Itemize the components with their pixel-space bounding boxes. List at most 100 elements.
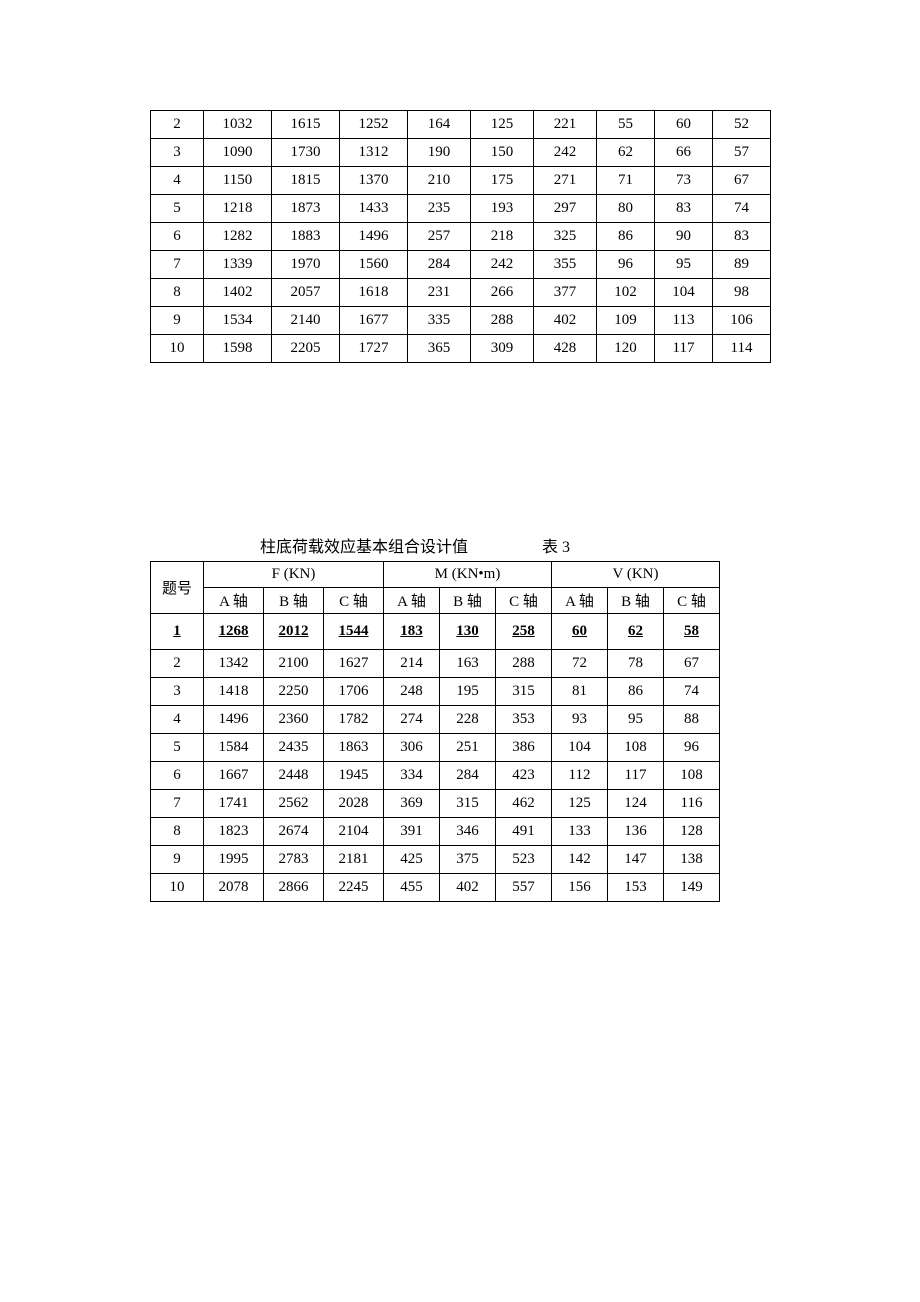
cell: 335 (408, 307, 471, 335)
cell: 1534 (204, 307, 272, 335)
cell: 365 (408, 335, 471, 363)
table-row: 3109017301312190150242626657 (151, 139, 771, 167)
cell: 7 (151, 790, 204, 818)
cell: 130 (440, 614, 496, 650)
cell: 2028 (324, 790, 384, 818)
cell: 90 (655, 223, 713, 251)
table-row: 814022057161823126637710210498 (151, 279, 771, 307)
cell: 125 (471, 111, 534, 139)
table-row: 3141822501706248195315818674 (151, 678, 720, 706)
top-data-table: 2103216151252164125221556052310901730131… (150, 110, 771, 363)
cell: 73 (655, 167, 713, 195)
cell: 3 (151, 678, 204, 706)
cell: 117 (655, 335, 713, 363)
cell: 1995 (204, 846, 264, 874)
cell: 104 (552, 734, 608, 762)
table-row: 1126820121544183130258606258 (151, 614, 720, 650)
cell: 1883 (272, 223, 340, 251)
cell: 1282 (204, 223, 272, 251)
cell: 2100 (264, 650, 324, 678)
cell: 114 (713, 335, 771, 363)
cell: 5 (151, 734, 204, 762)
col-header: A 轴 (552, 588, 608, 614)
cell: 355 (534, 251, 597, 279)
table-row: 9199527832181425375523142147138 (151, 846, 720, 874)
cell: 271 (534, 167, 597, 195)
cell: 58 (664, 614, 720, 650)
table-row: 7174125622028369315462125124116 (151, 790, 720, 818)
cell: 1496 (340, 223, 408, 251)
cell: 86 (597, 223, 655, 251)
cell: 2012 (264, 614, 324, 650)
cell: 98 (713, 279, 771, 307)
cell: 55 (597, 111, 655, 139)
cell: 2205 (272, 335, 340, 363)
cell: 334 (384, 762, 440, 790)
cell: 86 (608, 678, 664, 706)
cell: 1970 (272, 251, 340, 279)
cell: 1342 (204, 650, 264, 678)
table-row: 4149623601782274228353939588 (151, 706, 720, 734)
table-row: 515842435186330625138610410896 (151, 734, 720, 762)
cell: 147 (608, 846, 664, 874)
cell: 81 (552, 678, 608, 706)
cell: 1268 (204, 614, 264, 650)
cell: 2783 (264, 846, 324, 874)
table-row: 6166724481945334284423112117108 (151, 762, 720, 790)
col-header: B 轴 (264, 588, 324, 614)
cell: 2 (151, 111, 204, 139)
cell: 2360 (264, 706, 324, 734)
table-row: 10159822051727365309428120117114 (151, 335, 771, 363)
cell: 1150 (204, 167, 272, 195)
cell: 235 (408, 195, 471, 223)
cell: 78 (608, 650, 664, 678)
cell: 93 (552, 706, 608, 734)
cell: 6 (151, 223, 204, 251)
cell: 163 (440, 650, 496, 678)
cell: 210 (408, 167, 471, 195)
cell: 9 (151, 846, 204, 874)
cell: 62 (608, 614, 664, 650)
cell: 1730 (272, 139, 340, 167)
cell: 1370 (340, 167, 408, 195)
col-header: A 轴 (384, 588, 440, 614)
cell: 164 (408, 111, 471, 139)
cell: 156 (552, 874, 608, 902)
cell: 1 (151, 614, 204, 650)
cell: 112 (552, 762, 608, 790)
cell: 288 (471, 307, 534, 335)
cell: 193 (471, 195, 534, 223)
cell: 2140 (272, 307, 340, 335)
table-row: 6128218831496257218325869083 (151, 223, 771, 251)
cell: 183 (384, 614, 440, 650)
table-row: 2134221001627214163288727867 (151, 650, 720, 678)
cell: 72 (552, 650, 608, 678)
cell: 1598 (204, 335, 272, 363)
cell: 4 (151, 167, 204, 195)
cell: 2866 (264, 874, 324, 902)
col-header: A 轴 (204, 588, 264, 614)
cell: 95 (655, 251, 713, 279)
cell: 2245 (324, 874, 384, 902)
cell: 195 (440, 678, 496, 706)
cell: 74 (713, 195, 771, 223)
cell: 402 (534, 307, 597, 335)
cell: 221 (534, 111, 597, 139)
col-header: B 轴 (608, 588, 664, 614)
cell: 2104 (324, 818, 384, 846)
table-row: 7133919701560284242355969589 (151, 251, 771, 279)
cell: 315 (496, 678, 552, 706)
cell: 1218 (204, 195, 272, 223)
table3: 题号 F (KN) M (KN•m) V (KN) A 轴B 轴C 轴A 轴B … (150, 561, 720, 902)
cell: 80 (597, 195, 655, 223)
table-row: 10207828662245455402557156153149 (151, 874, 720, 902)
cell: 9 (151, 307, 204, 335)
col-header: C 轴 (664, 588, 720, 614)
cell: 2057 (272, 279, 340, 307)
table-row: 9153421401677335288402109113106 (151, 307, 771, 335)
cell: 89 (713, 251, 771, 279)
cell: 297 (534, 195, 597, 223)
cell: 102 (597, 279, 655, 307)
cell: 2 (151, 650, 204, 678)
cell: 5 (151, 195, 204, 223)
